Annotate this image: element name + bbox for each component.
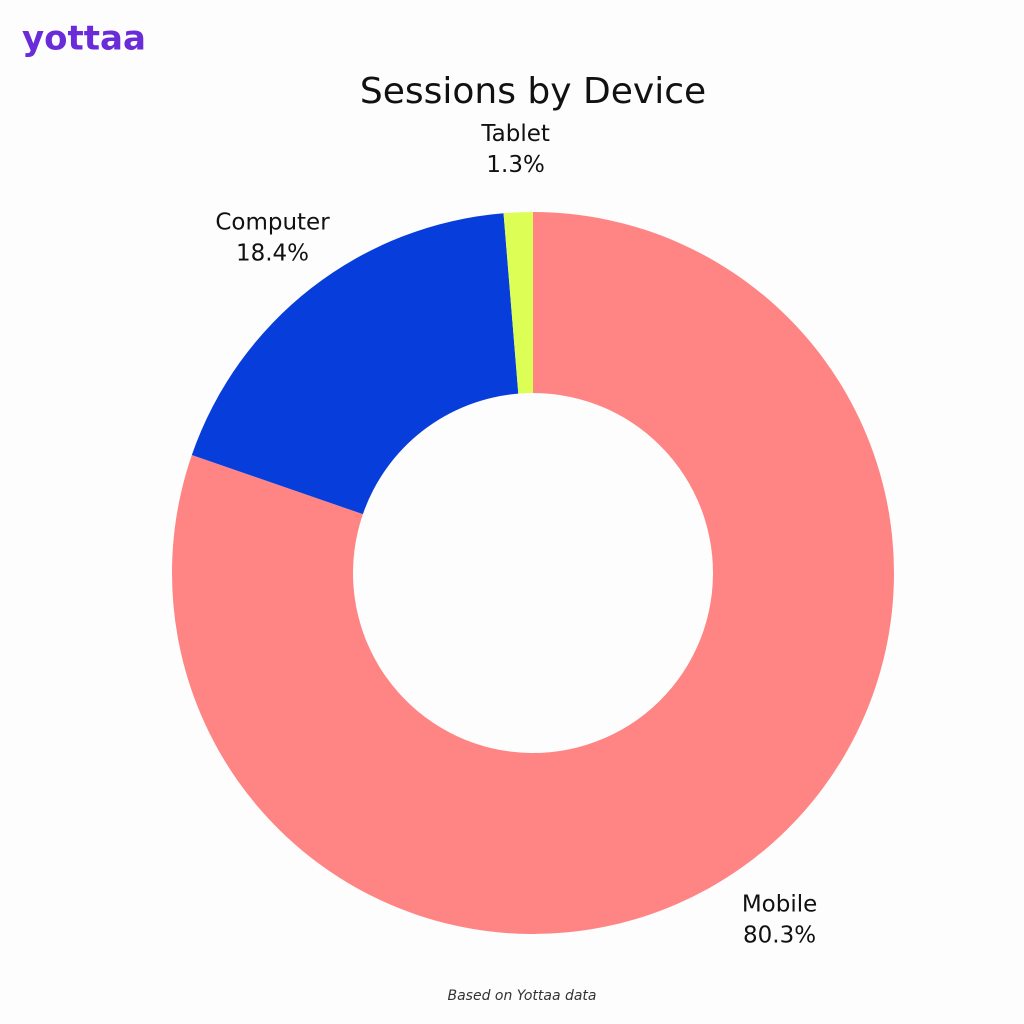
slice-label: Mobile [742,892,817,918]
source-note: Based on Yottaa data [447,988,596,1004]
slice-label: Tablet [480,121,550,147]
slice-label: Computer [215,210,330,236]
slice-value-label: 80.3% [743,923,816,949]
chart-title: Sessions by Device [360,71,706,112]
slice-value-label: 18.4% [236,241,309,267]
logo: yottaa [22,19,146,59]
slice-value-label: 1.3% [486,152,544,178]
donut-slice [171,212,894,934]
donut-slice [191,213,519,515]
donut-slice [503,212,533,394]
